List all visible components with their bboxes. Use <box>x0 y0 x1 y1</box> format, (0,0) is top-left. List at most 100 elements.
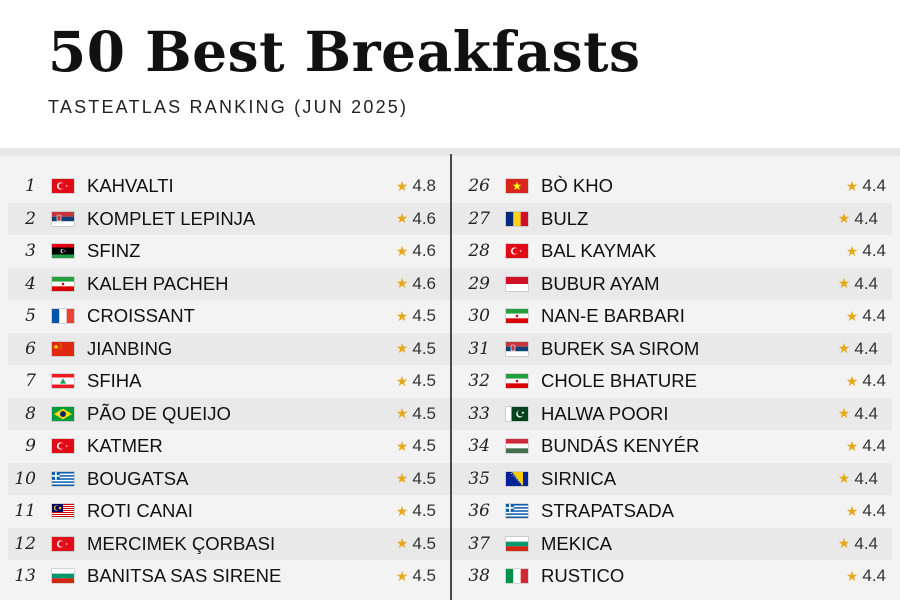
rating-score: 4.4 <box>854 403 878 423</box>
ranking-row: 13 BANITSA SAS SIRENE ★ 4.5 <box>0 560 450 593</box>
ranking-row: 5 CROISSANT ★ 4.5 <box>0 300 450 333</box>
ranking-column-right: 26 BÒ KHO ★ 4.4 27 BULZ ★ 4.4 28 BAL KAYMAK ★ 4.4 29… <box>452 170 900 593</box>
rating: ★ 4.4 <box>838 469 878 489</box>
rating-score: 4.5 <box>412 371 436 391</box>
rating: ★ 4.5 <box>396 534 436 554</box>
bulgaria-flag-icon <box>52 569 74 584</box>
serbia-flag-icon <box>52 211 74 226</box>
dish-name: BULZ <box>541 207 589 229</box>
turkey-flag-icon <box>506 244 528 259</box>
ranking-row: 6 JIANBING ★ 4.5 <box>8 332 450 365</box>
star-icon: ★ <box>845 567 859 584</box>
rating-score: 4.4 <box>862 371 886 391</box>
dish-name: CROISSANT <box>87 305 195 327</box>
rank-number: 6 <box>25 338 36 359</box>
rating: ★ 4.6 <box>396 209 436 229</box>
rank-number: 1 <box>25 176 36 197</box>
greece-flag-icon <box>52 471 74 486</box>
dish-name: BUREK SA SIROM <box>541 337 700 359</box>
rank-number: 27 <box>468 208 490 229</box>
rank-number: 37 <box>468 533 490 554</box>
ranking-column-left: 1 KAHVALTI ★ 4.8 2 KOMPLET LEPINJA ★ 4.6 3 SFINZ ★… <box>0 170 450 593</box>
ranking-row: 10 BOUGATSA ★ 4.5 <box>8 462 450 495</box>
dish-name: BANITSA SAS SIRENE <box>87 565 282 587</box>
star-icon: ★ <box>395 405 409 422</box>
rating-score: 4.5 <box>412 501 436 521</box>
dish-name: SFINZ <box>87 240 141 262</box>
rating: ★ 4.6 <box>396 274 436 294</box>
malaysia-flag-icon <box>52 504 74 519</box>
rating: ★ 4.4 <box>838 404 878 424</box>
vietnam-flag-icon <box>506 179 528 194</box>
rating-score: 4.4 <box>854 208 878 228</box>
rating-score: 4.5 <box>412 436 436 456</box>
star-icon: ★ <box>837 405 851 422</box>
rating: ★ 4.6 <box>396 241 436 261</box>
star-icon: ★ <box>837 275 851 292</box>
rating: ★ 4.4 <box>846 436 886 456</box>
ranking-row: 1 KAHVALTI ★ 4.8 <box>0 170 450 203</box>
rank-number: 33 <box>468 403 490 424</box>
rank-number: 32 <box>468 371 490 392</box>
rating: ★ 4.5 <box>396 404 436 424</box>
rating-score: 4.4 <box>862 306 886 326</box>
dish-name: STRAPATSADA <box>541 500 674 522</box>
rating-score: 4.4 <box>854 273 878 293</box>
rank-number: 26 <box>468 176 490 197</box>
serbia-flag-icon <box>506 341 528 356</box>
ranking-row: 29 BUBUR AYAM ★ 4.4 <box>452 267 892 300</box>
rating: ★ 4.4 <box>846 566 886 586</box>
ranking-row: 2 KOMPLET LEPINJA ★ 4.6 <box>8 202 450 235</box>
rating: ★ 4.4 <box>838 339 878 359</box>
rating: ★ 4.4 <box>846 371 886 391</box>
rank-number: 10 <box>14 468 36 489</box>
lebanon-flag-icon <box>52 374 74 389</box>
star-icon: ★ <box>845 307 859 324</box>
ranking-row: 12 MERCIMEK ÇORBASI ★ 4.5 <box>8 527 450 560</box>
iran-flag-icon <box>52 276 74 291</box>
star-icon: ★ <box>837 340 851 357</box>
table-top-strip <box>0 148 900 156</box>
dish-name: BUNDÁS KENYÉR <box>541 435 700 457</box>
rating-score: 4.4 <box>854 533 878 553</box>
star-icon: ★ <box>395 567 409 584</box>
dish-name: KALEH PACHEH <box>87 272 229 294</box>
rank-number: 3 <box>25 241 36 262</box>
star-icon: ★ <box>837 470 851 487</box>
rating: ★ 4.8 <box>396 176 436 196</box>
dish-name: HALWA POORI <box>541 402 669 424</box>
rating-score: 4.8 <box>412 176 436 196</box>
rank-number: 12 <box>14 533 36 554</box>
ranking-row: 28 BAL KAYMAK ★ 4.4 <box>452 235 900 268</box>
rank-number: 36 <box>468 501 490 522</box>
rank-number: 34 <box>468 436 490 457</box>
star-icon: ★ <box>395 340 409 357</box>
rating-score: 4.6 <box>412 208 436 228</box>
bulgaria-flag-icon <box>506 536 528 551</box>
star-icon: ★ <box>837 535 851 552</box>
dish-name: SFIHA <box>87 370 142 392</box>
dish-name: PÃO DE QUEIJO <box>87 402 231 424</box>
ranking-row: 35 SIRNICA ★ 4.4 <box>452 462 892 495</box>
star-icon: ★ <box>395 177 409 194</box>
ranking-row: 27 BULZ ★ 4.4 <box>452 202 892 235</box>
dish-name: ROTI CANAI <box>87 500 193 522</box>
rating-score: 4.5 <box>412 306 436 326</box>
rating-score: 4.4 <box>854 468 878 488</box>
rank-number: 2 <box>25 208 36 229</box>
dish-name: BUBUR AYAM <box>541 272 660 294</box>
rating-score: 4.4 <box>862 566 886 586</box>
ranking-row: 3 SFINZ ★ 4.6 <box>0 235 450 268</box>
page-title: 50 Best Breakfasts <box>48 19 641 84</box>
romania-flag-icon <box>506 211 528 226</box>
rating: ★ 4.5 <box>396 566 436 586</box>
ranking-row: 30 NAN-E BARBARI ★ 4.4 <box>452 300 900 333</box>
ranking-row: 38 RUSTICO ★ 4.4 <box>452 560 900 593</box>
turkey-flag-icon <box>52 439 74 454</box>
rating: ★ 4.5 <box>396 306 436 326</box>
rating-score: 4.5 <box>412 403 436 423</box>
dish-name: SIRNICA <box>541 467 617 489</box>
rating-score: 4.6 <box>412 241 436 261</box>
ranking-row: 32 CHOLE BHATURE ★ 4.4 <box>452 365 900 398</box>
dish-name: KAHVALTI <box>87 175 174 197</box>
